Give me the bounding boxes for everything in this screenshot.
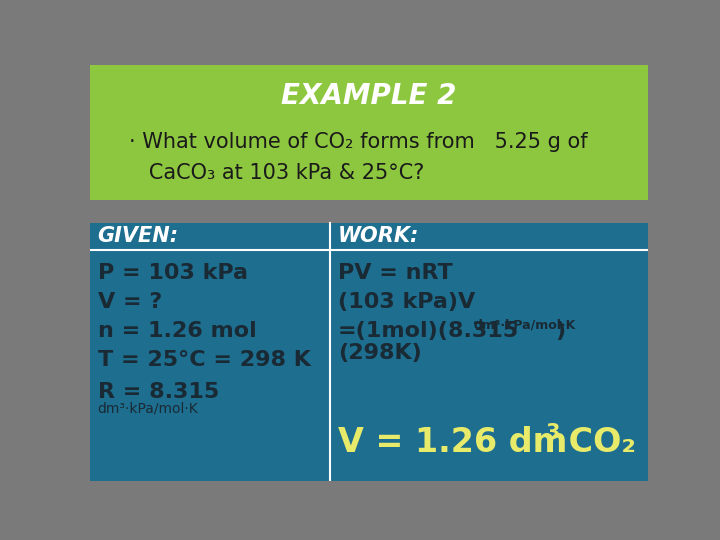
Text: dm³·kPa/mol·K: dm³·kPa/mol·K	[474, 319, 576, 332]
Text: (298K): (298K)	[338, 343, 422, 363]
Text: WORK:: WORK:	[338, 226, 419, 246]
Text: dm³·kPa/mol·K: dm³·kPa/mol·K	[98, 402, 199, 416]
Text: P = 103 kPa: P = 103 kPa	[98, 262, 248, 283]
Text: T = 25°C = 298 K: T = 25°C = 298 K	[98, 350, 310, 370]
Text: PV = nRT: PV = nRT	[338, 262, 453, 283]
Text: CaCO₃ at 103 kPa & 25°C?: CaCO₃ at 103 kPa & 25°C?	[129, 163, 424, 183]
Text: n = 1.26 mol: n = 1.26 mol	[98, 321, 256, 341]
Text: V = 1.26 dm: V = 1.26 dm	[338, 426, 567, 458]
Text: R = 8.315: R = 8.315	[98, 382, 219, 402]
Text: CO₂: CO₂	[557, 426, 636, 458]
Text: · What volume of CO₂ forms from   5.25 g of: · What volume of CO₂ forms from 5.25 g o…	[129, 132, 588, 152]
Text: GIVEN:: GIVEN:	[98, 226, 179, 246]
Text: V = ?: V = ?	[98, 292, 162, 312]
Bar	[90, 222, 648, 481]
Text: =(1mol)(8.315: =(1mol)(8.315	[338, 321, 519, 341]
Text: (103 kPa)V: (103 kPa)V	[338, 292, 475, 312]
Text: 3: 3	[546, 423, 560, 443]
Text: ): )	[555, 321, 565, 341]
Text: EXAMPLE 2: EXAMPLE 2	[282, 82, 456, 110]
Bar	[90, 65, 648, 200]
